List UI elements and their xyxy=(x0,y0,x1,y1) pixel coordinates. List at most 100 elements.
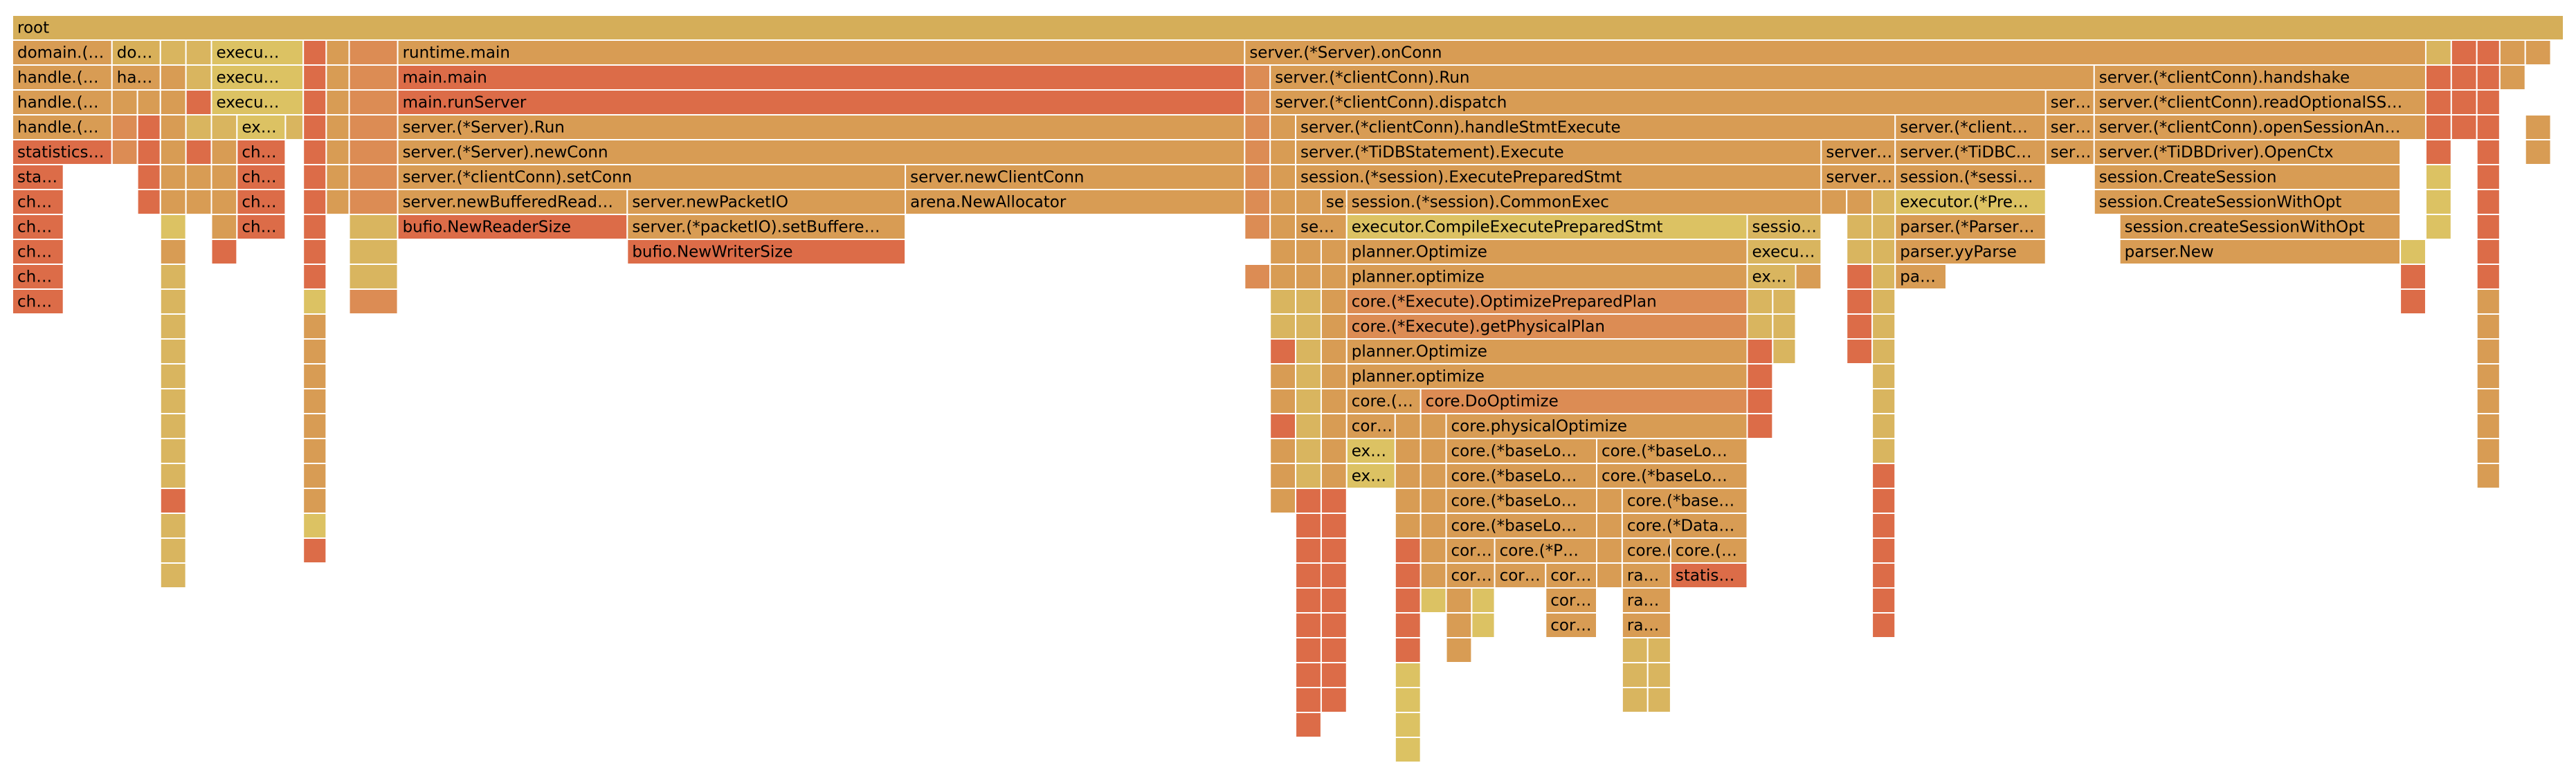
flame-frame-rect[interactable] xyxy=(2119,239,2402,265)
flame-frame-rect[interactable] xyxy=(1846,189,1874,215)
flame-frame[interactable]: core.(… xyxy=(1669,537,1748,564)
flame-frame[interactable] xyxy=(302,89,327,116)
flame-frame[interactable] xyxy=(1295,313,1322,340)
flame-frame[interactable]: server.(*TiDBDriver).OpenCtx xyxy=(2093,139,2402,165)
flame-frame-rect[interactable] xyxy=(397,89,1246,116)
flame-frame[interactable]: core.(*Execute).OptimizePreparedPlan xyxy=(1345,288,1748,315)
flame-frame[interactable] xyxy=(1746,288,1774,315)
flame-frame-rect[interactable] xyxy=(1394,712,1422,738)
flame-frame[interactable] xyxy=(2476,39,2501,66)
flame-frame[interactable] xyxy=(1846,338,1874,365)
flame-frame[interactable] xyxy=(2450,114,2478,140)
flame-frame-rect[interactable] xyxy=(348,239,399,265)
flame-frame-rect[interactable] xyxy=(302,388,327,414)
flame-frame-rect[interactable] xyxy=(2476,438,2501,464)
flame-frame-rect[interactable] xyxy=(1345,388,1422,414)
flame-frame-rect[interactable] xyxy=(1244,214,1271,240)
flame-frame[interactable] xyxy=(1846,239,1874,265)
flame-frame[interactable]: server.(*clientConn).dispatch xyxy=(1269,89,2047,116)
flame-frame-rect[interactable] xyxy=(1596,438,1748,464)
flame-frame-rect[interactable] xyxy=(136,139,161,165)
flame-frame-rect[interactable] xyxy=(1746,363,1774,389)
flame-frame[interactable] xyxy=(1269,214,1297,240)
flame-frame[interactable] xyxy=(2476,313,2501,340)
flame-frame[interactable]: ex… xyxy=(236,114,287,140)
flame-frame[interactable] xyxy=(1295,338,1322,365)
flame-frame[interactable] xyxy=(1871,562,1896,589)
flame-frame[interactable]: do… xyxy=(111,39,161,66)
flame-frame[interactable]: server.(*client… xyxy=(1894,114,2047,140)
flame-frame[interactable]: core.(*baseLo… xyxy=(1445,463,1598,489)
flame-frame-rect[interactable] xyxy=(2450,114,2478,140)
flame-frame-rect[interactable] xyxy=(2476,164,2501,190)
flame-frame-rect[interactable] xyxy=(1621,513,1748,539)
flame-frame[interactable] xyxy=(1394,737,1422,763)
flame-frame[interactable] xyxy=(185,89,212,116)
flame-frame-rect[interactable] xyxy=(1295,114,1896,140)
flame-frame[interactable] xyxy=(1394,612,1422,638)
flame-frame-rect[interactable] xyxy=(1669,562,1748,589)
flame-frame-rect[interactable] xyxy=(1419,488,1447,514)
flame-frame-rect[interactable] xyxy=(1394,438,1422,464)
flame-frame-rect[interactable] xyxy=(210,239,238,265)
flame-frame[interactable]: main.main xyxy=(397,64,1246,91)
flame-frame[interactable]: sessio… xyxy=(1746,214,1822,240)
flame-frame-rect[interactable] xyxy=(2476,214,2501,240)
flame-frame[interactable] xyxy=(1320,313,1348,340)
flame-frame-rect[interactable] xyxy=(1320,388,1348,414)
flame-frame-rect[interactable] xyxy=(159,239,187,265)
flame-frame[interactable] xyxy=(1846,313,1874,340)
flame-frame[interactable] xyxy=(1647,687,1671,713)
flame-frame[interactable] xyxy=(2400,264,2427,290)
flame-frame-rect[interactable] xyxy=(1295,463,1322,489)
flame-frame[interactable] xyxy=(325,89,350,116)
flame-frame[interactable] xyxy=(1394,513,1422,539)
flame-frame[interactable] xyxy=(1320,513,1348,539)
flame-frame-rect[interactable] xyxy=(2044,89,2095,116)
flame-frame-rect[interactable] xyxy=(1394,637,1422,663)
flame-frame[interactable] xyxy=(1871,239,1896,265)
flame-frame-rect[interactable] xyxy=(1295,438,1322,464)
flame-frame-rect[interactable] xyxy=(1269,164,1297,190)
flame-frame-rect[interactable] xyxy=(348,89,399,116)
flame-frame-rect[interactable] xyxy=(1621,637,1649,663)
flame-frame[interactable]: ch… xyxy=(236,214,287,240)
flame-frame[interactable] xyxy=(302,363,327,389)
flame-frame[interactable] xyxy=(1295,488,1322,514)
flame-frame-rect[interactable] xyxy=(1894,239,2047,265)
flame-frame[interactable] xyxy=(1871,488,1896,514)
flame-frame-rect[interactable] xyxy=(1746,214,1822,240)
flame-frame-rect[interactable] xyxy=(1394,687,1422,713)
flame-frame-rect[interactable] xyxy=(1269,363,1297,389)
flame-frame-rect[interactable] xyxy=(1545,612,1598,638)
flame-frame-rect[interactable] xyxy=(236,214,287,240)
flame-frame[interactable] xyxy=(210,189,238,215)
flame-frame-rect[interactable] xyxy=(2093,114,2427,140)
flame-frame[interactable] xyxy=(1244,214,1271,240)
flame-frame-rect[interactable] xyxy=(397,114,1246,140)
flame-frame-rect[interactable] xyxy=(302,264,327,290)
flame-frame-rect[interactable] xyxy=(1269,388,1297,414)
flame-frame-rect[interactable] xyxy=(2400,239,2427,265)
flame-frame[interactable]: ch… xyxy=(236,164,287,190)
flame-frame-rect[interactable] xyxy=(2476,64,2501,91)
flame-frame[interactable] xyxy=(1419,513,1447,539)
flame-frame-rect[interactable] xyxy=(1596,562,1623,589)
flame-frame-rect[interactable] xyxy=(136,89,161,116)
flame-frame[interactable] xyxy=(348,239,399,265)
flame-frame[interactable]: ch… xyxy=(236,139,287,165)
flame-frame-rect[interactable] xyxy=(1647,687,1671,713)
flame-frame-rect[interactable] xyxy=(1746,264,1797,290)
flame-frame-rect[interactable] xyxy=(1746,313,1774,340)
flame-frame-rect[interactable] xyxy=(159,413,187,439)
flame-frame-rect[interactable] xyxy=(348,64,399,91)
flame-frame[interactable]: ch… xyxy=(12,264,64,290)
flame-frame[interactable]: ch… xyxy=(12,189,64,215)
flame-frame[interactable]: ch… xyxy=(236,189,287,215)
flame-frame[interactable] xyxy=(210,114,238,140)
flame-frame[interactable]: server.newBufferedRead… xyxy=(397,189,628,215)
flame-frame[interactable] xyxy=(1820,189,1848,215)
flame-frame[interactable] xyxy=(1772,288,1797,315)
flame-frame-rect[interactable] xyxy=(1871,338,1896,365)
flame-frame-rect[interactable] xyxy=(1871,288,1896,315)
